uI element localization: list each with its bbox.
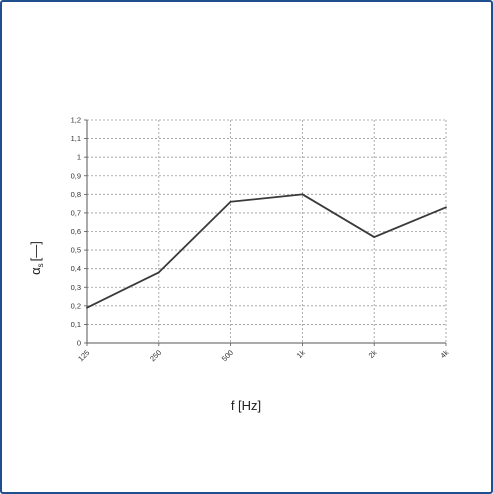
axes	[86, 120, 446, 344]
x-axis-title: f [Hz]	[231, 398, 261, 413]
x-tick-label: 1k	[295, 348, 307, 360]
y-axis-title: αs [—]	[28, 241, 45, 275]
series	[86, 193, 447, 309]
x-tick-label: 4k	[438, 348, 450, 360]
data-point	[301, 193, 304, 196]
x-tick-label: 2k	[367, 348, 379, 360]
y-tick-labels: 0 0,1 0,2 0,3 0,4 0,5 0,6 0,7 0,8 0,9 1 1,1 1,2	[71, 116, 81, 348]
y-tick-label: 0,6	[71, 227, 81, 236]
y-tick-label: 0,1	[71, 320, 81, 329]
data-point	[373, 236, 376, 238]
y-tick-label: 0	[77, 339, 81, 348]
y-axis-title-symbol: α	[28, 267, 43, 275]
y-tick-label: 0,4	[71, 264, 81, 273]
y-tick-label: 1,1	[71, 134, 81, 143]
svg-text:αs[—]: αs [—]	[28, 241, 45, 275]
x-tick-labels: 125 250 500 1k 2k 4k	[76, 348, 450, 363]
x-tick-label: 500	[220, 348, 235, 363]
y-tick-label: 0,9	[71, 171, 81, 180]
x-tick-label: 250	[148, 348, 163, 363]
y-tick-label: 0,5	[71, 246, 81, 255]
y-tick-label: 1	[77, 153, 81, 162]
grid	[84, 119, 447, 346]
y-tick-label: 0,3	[71, 283, 81, 292]
x-tick-label: 125	[76, 348, 91, 363]
y-tick-label: 0,8	[71, 190, 81, 199]
series-line	[86, 193, 447, 309]
data-point	[86, 306, 88, 309]
y-tick-label: 1,2	[71, 116, 81, 125]
data-point	[445, 206, 447, 209]
data-point	[229, 200, 232, 203]
y-axis-title-unit: [—]	[28, 241, 43, 261]
y-tick-label: 0,2	[71, 301, 81, 310]
data-point	[157, 271, 160, 274]
y-tick-label: 0,7	[71, 208, 81, 217]
y-axis-title-subscript: s	[36, 263, 45, 267]
